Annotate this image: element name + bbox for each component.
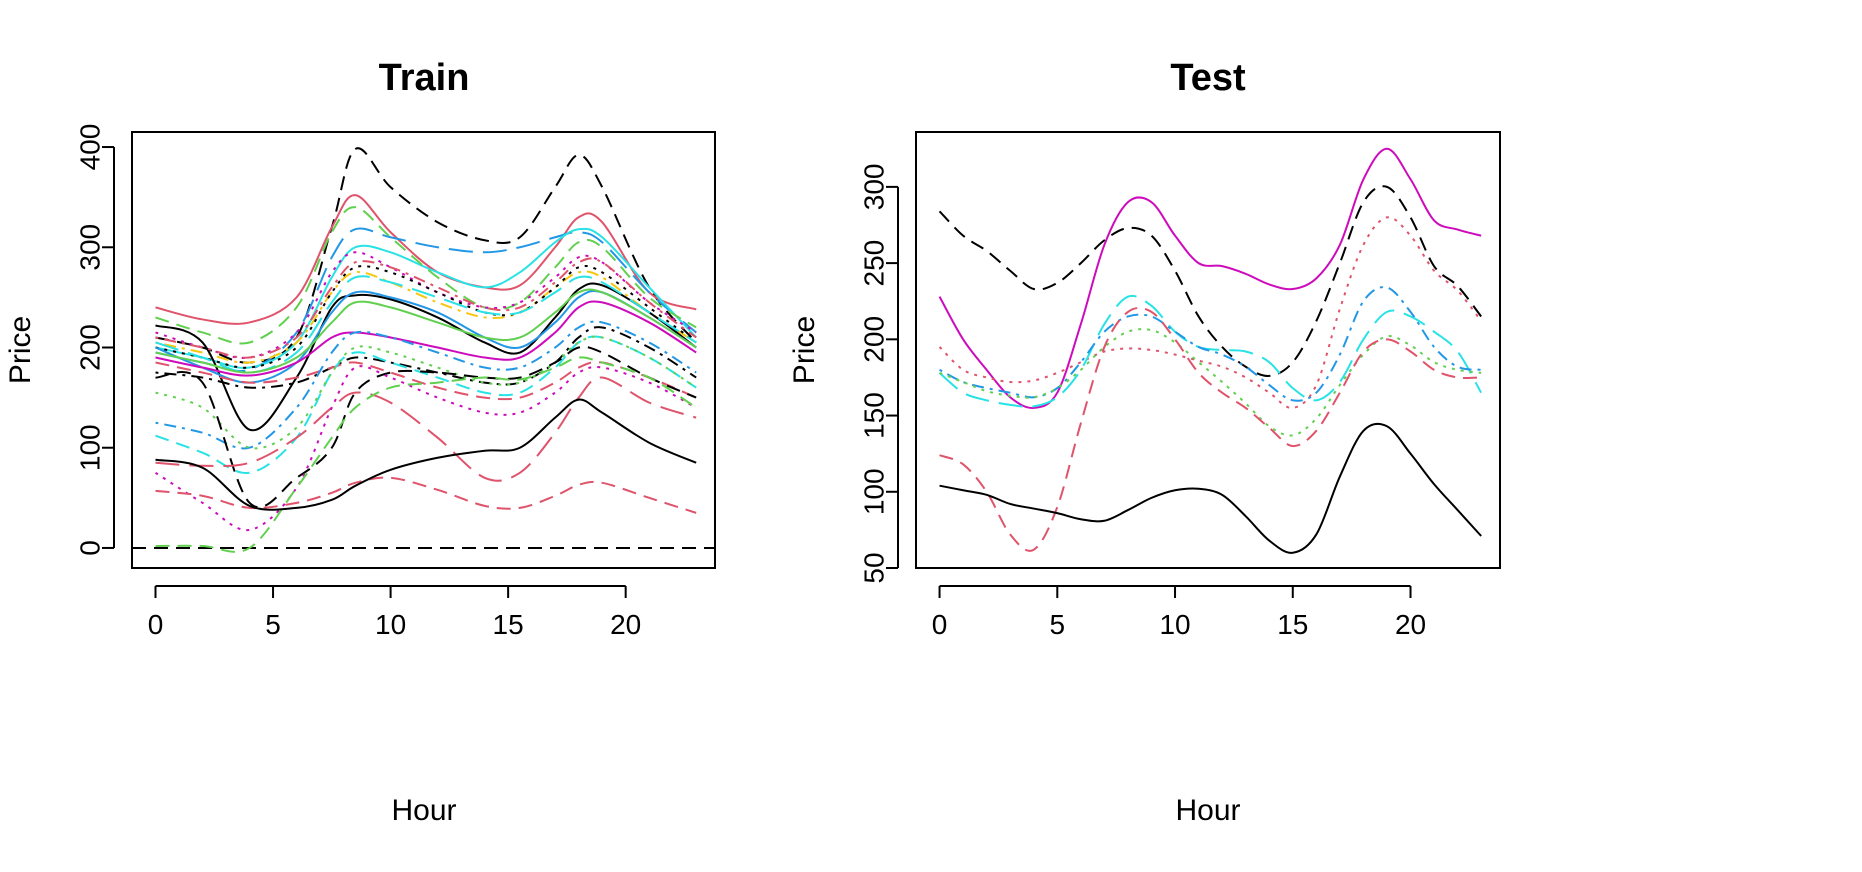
train-series-line-17 (155, 320, 697, 450)
train-y-tick-label: 400 (75, 124, 106, 171)
test-series-line-6 (939, 328, 1482, 437)
train-ylabel: Price (4, 316, 37, 384)
train-x-tick-label: 0 (148, 609, 164, 640)
train-x-axis: 0 5 10 15 20 (148, 585, 641, 640)
train-series-line-8 (155, 265, 697, 369)
train-x-tick-label: 10 (375, 609, 406, 640)
train-title: Train (379, 57, 470, 99)
train-series-line-24 (155, 476, 697, 514)
test-series-line-3 (938, 216, 1482, 409)
train-series-line-13 (155, 288, 697, 374)
test-x-tick-label: 5 (1050, 609, 1066, 640)
test-y-axis: 50 100 150 200 250 300 (859, 164, 899, 584)
test-y-tick-label: 100 (859, 468, 890, 515)
test-series-line-7 (939, 306, 1482, 552)
train-series-line-22 (154, 365, 697, 531)
train-x-tick-label: 5 (265, 609, 281, 640)
train-y-axis: 0 100 200 300 400 (75, 124, 115, 556)
train-series-line-16 (155, 361, 697, 401)
train-series-line-3 (155, 227, 697, 372)
test-ylabel: Price (788, 316, 821, 384)
test-plot-frame (915, 131, 1501, 569)
test-y-tick-label: 250 (859, 240, 890, 287)
test-x-tick-label: 10 (1159, 609, 1190, 640)
train-y-tick-label: 200 (75, 324, 106, 371)
test-y-tick-label: 200 (859, 316, 890, 363)
train-series-line-20 (155, 345, 697, 509)
train-series-line-14 (155, 300, 697, 377)
train-series-line-5 (155, 206, 697, 345)
train-series-line-7 (155, 270, 697, 364)
test-x-tick-label: 15 (1277, 609, 1308, 640)
train-x-tick-label: 15 (493, 609, 524, 640)
train-series-line-11 (155, 290, 697, 384)
train-plot-frame (131, 131, 716, 569)
test-title: Test (1170, 57, 1246, 99)
train-y-tick-label: 0 (75, 540, 106, 556)
test-series-group (938, 147, 1483, 554)
test-series-line-1 (938, 147, 1482, 409)
train-y-tick-label: 300 (75, 224, 106, 271)
train-series-group (132, 147, 715, 553)
test-x-tick-label: 20 (1395, 609, 1426, 640)
train-panel: Train Hour Price 0 5 10 15 20 0 100 200 300 400 (4, 57, 716, 827)
train-series-line-15 (155, 326, 697, 389)
test-series-line-5 (939, 286, 1482, 402)
train-y-tick-label: 100 (75, 424, 106, 471)
train-series-line-21 (155, 376, 697, 482)
test-y-tick-label: 150 (859, 392, 890, 439)
test-y-tick-label: 300 (859, 164, 890, 211)
train-xlabel: Hour (391, 794, 456, 827)
train-series-line-9 (155, 282, 697, 432)
train-series-line-1 (155, 147, 697, 364)
train-x-tick-label: 20 (610, 609, 641, 640)
train-series-line-19 (155, 335, 697, 450)
test-series-line-2 (938, 185, 1482, 377)
test-series-line-8 (939, 422, 1482, 554)
test-series-line-4 (938, 294, 1483, 408)
train-series-line-4 (155, 227, 697, 369)
train-series-line-23 (155, 356, 697, 553)
test-panel: Test Hour Price 0 5 10 15 20 50 100 150 200 250 3… (788, 57, 1501, 827)
test-xlabel: Hour (1175, 794, 1240, 827)
test-x-tick-label: 0 (932, 609, 948, 640)
test-x-axis: 0 5 10 15 20 (932, 585, 1426, 640)
train-series-line-25 (155, 398, 697, 511)
test-y-tick-label: 50 (859, 552, 890, 583)
train-series-line-10 (155, 257, 697, 359)
